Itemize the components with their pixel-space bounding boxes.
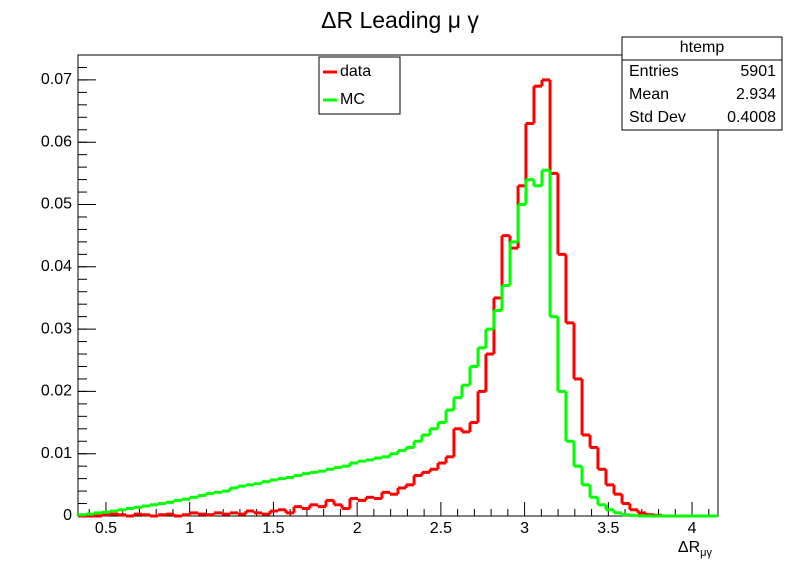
y-tick-label: 0.01 (41, 445, 72, 462)
y-tick-label: 0.07 (41, 71, 72, 88)
x-tick-label: 1 (185, 520, 194, 537)
stats-value: 0.4008 (727, 109, 776, 126)
x-tick-label: 3 (520, 520, 529, 537)
series-0 (78, 78, 718, 518)
x-axis-label: ΔRμγ (678, 539, 713, 559)
x-tick-label: 0.5 (95, 520, 117, 537)
stats-frame (621, 36, 783, 131)
legend-box (318, 56, 401, 115)
y-tick-label: 0.06 (41, 133, 72, 150)
plot-frame (77, 54, 719, 517)
stats-key: Std Dev (629, 109, 686, 126)
y-tick-label: 0.04 (41, 258, 72, 275)
x-tick-label: 3.5 (597, 520, 619, 537)
y-tick-label: 0.03 (41, 320, 72, 337)
x-tick-label: 2.5 (430, 520, 452, 537)
y-tick-label: 0.02 (41, 383, 72, 400)
stats-value: 2.934 (736, 86, 776, 103)
y-tick-label: 0.05 (41, 196, 72, 213)
x-label-sub: μγ (700, 547, 712, 559)
legend-label: MC (340, 91, 365, 108)
x-label-base: ΔR (678, 539, 700, 556)
x-tick-label: 4 (688, 520, 697, 537)
stats-title: htemp (680, 39, 725, 56)
x-tick-label: 1.5 (262, 520, 284, 537)
stats-value: 5901 (740, 63, 776, 80)
stats-key: Mean (629, 86, 669, 103)
stats-key: Entries (629, 63, 679, 80)
chart-title: ΔR Leading μ γ (321, 7, 479, 33)
legend: data MC (318, 56, 401, 115)
series-1 (76, 168, 718, 518)
x-tick-label: 2 (353, 520, 362, 537)
legend-label: data (340, 63, 371, 80)
y-tick-label: 0 (63, 507, 72, 524)
